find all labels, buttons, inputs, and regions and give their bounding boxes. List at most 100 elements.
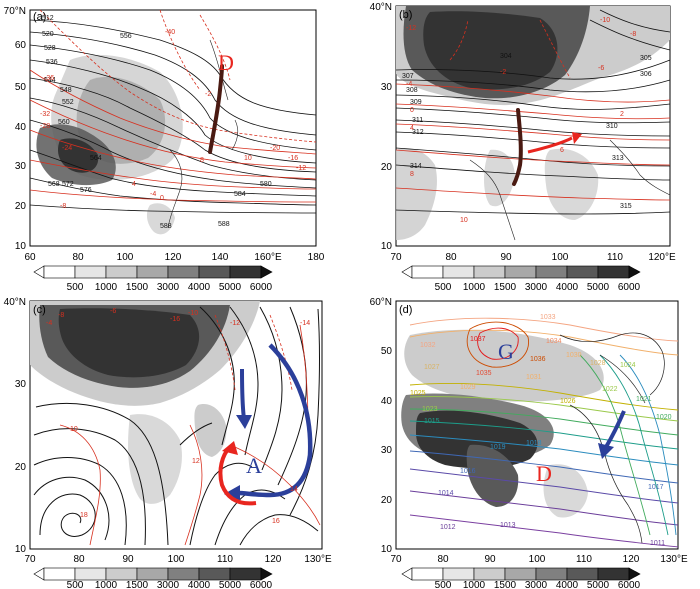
panel-a-trough-axis: [208, 64, 224, 154]
panel-b-colorbar: 500 1000 1500 3000 4000 5000 6000: [401, 265, 641, 293]
panel-b-lon-axis: 70 80 90 100 110 120°E: [390, 252, 676, 263]
svg-text:308: 308: [406, 87, 418, 94]
panel-c-contour-labels: -16 -14 -12 -10 -8 -6 -4 10 12 14 16 18: [46, 308, 310, 525]
svg-text:312: 312: [412, 129, 424, 136]
panel-c-blue-arrowhead-2: [236, 415, 252, 429]
svg-text:18: 18: [80, 512, 88, 519]
svg-text:80: 80: [73, 554, 85, 565]
panel-a-letter: (a): [33, 11, 46, 23]
svg-text:1011: 1011: [650, 540, 665, 547]
svg-text:10: 10: [70, 426, 78, 433]
svg-text:500: 500: [435, 282, 452, 293]
panel-b-letter: (b): [399, 9, 412, 21]
panel-a-height-contours: [29, 19, 317, 214]
panel-d-marker-d: D: [536, 461, 552, 486]
svg-text:310: 310: [606, 123, 618, 130]
svg-text:6000: 6000: [250, 282, 273, 293]
svg-text:80: 80: [437, 554, 449, 565]
panel-c-blue-flow-2: [240, 368, 246, 420]
panel-b-coastline: [469, 139, 671, 241]
panel-b-terrain: [396, 6, 670, 240]
svg-text:100: 100: [168, 554, 185, 565]
svg-text:70: 70: [24, 554, 36, 565]
svg-text:568: 568: [48, 181, 60, 188]
svg-text:-6: -6: [598, 65, 604, 72]
panel-d-coastline: [559, 332, 665, 544]
panel-a-contour-labels: 512 520 528 536 544 552 560 568 572 576 …: [40, 15, 306, 230]
svg-text:3000: 3000: [525, 282, 548, 293]
svg-text:10: 10: [244, 155, 252, 162]
svg-text:70: 70: [390, 252, 402, 263]
svg-text:1000: 1000: [95, 580, 118, 589]
svg-text:3000: 3000: [525, 580, 548, 589]
svg-text:30: 30: [381, 445, 393, 456]
svg-text:30: 30: [15, 379, 27, 390]
svg-text:1027: 1027: [424, 364, 440, 371]
svg-text:1020: 1020: [656, 414, 672, 421]
svg-text:1019: 1019: [490, 444, 506, 451]
svg-text:-2: -2: [500, 69, 506, 76]
panel-c-red-arrowhead: [222, 441, 238, 455]
svg-text:1029: 1029: [460, 384, 476, 391]
svg-text:1032: 1032: [420, 342, 436, 349]
panel-c-terrain: [30, 301, 260, 504]
panel-d-lat-axis: 60°N 50 40 30 20 10: [370, 297, 393, 555]
svg-text:70: 70: [390, 554, 402, 565]
svg-text:304: 304: [500, 53, 512, 60]
svg-text:1012: 1012: [440, 524, 456, 531]
svg-text:528: 528: [44, 45, 56, 52]
svg-text:560: 560: [58, 119, 70, 126]
svg-text:520: 520: [42, 31, 54, 38]
svg-text:110: 110: [576, 554, 592, 565]
panel-d-blue-arrowhead: [598, 443, 614, 459]
svg-text:-16: -16: [170, 316, 180, 323]
svg-text:4000: 4000: [188, 580, 211, 589]
svg-text:-12: -12: [296, 165, 306, 172]
svg-text:1022: 1022: [602, 386, 618, 393]
panel-c-lat-axis: 40°N 30 20 10: [4, 297, 27, 555]
svg-text:6000: 6000: [618, 282, 641, 293]
svg-text:80: 80: [72, 252, 84, 263]
svg-text:1000: 1000: [95, 282, 118, 293]
svg-text:12: 12: [192, 458, 200, 465]
svg-text:2: 2: [620, 111, 624, 118]
svg-text:1018: 1018: [526, 440, 542, 447]
svg-text:500: 500: [67, 282, 84, 293]
svg-text:556: 556: [120, 33, 132, 40]
svg-text:50: 50: [381, 346, 393, 357]
svg-text:120°E: 120°E: [648, 252, 676, 263]
panel-b-temperature-contours: [395, 19, 671, 201]
svg-text:6: 6: [560, 147, 564, 154]
svg-text:10: 10: [15, 544, 27, 555]
panel-d: G D 1011 1012 1013 1014 1015 1016 1017 1…: [350, 295, 700, 589]
svg-text:30: 30: [15, 161, 27, 172]
svg-text:5000: 5000: [219, 580, 242, 589]
svg-text:10: 10: [15, 241, 27, 252]
panel-d-lon-axis: 70 80 90 100 110 120 130°E: [390, 554, 688, 565]
svg-text:1036: 1036: [530, 356, 546, 363]
svg-text:40°N: 40°N: [370, 2, 392, 13]
svg-text:120: 120: [165, 252, 182, 263]
svg-text:4000: 4000: [556, 282, 579, 293]
svg-text:4000: 4000: [556, 580, 579, 589]
svg-text:100: 100: [552, 252, 569, 263]
svg-text:313: 313: [612, 155, 624, 162]
panel-a-lat-axis: 70°N 60 50 40 30 20 10: [4, 6, 27, 252]
svg-text:120: 120: [623, 554, 640, 565]
svg-text:50: 50: [15, 82, 27, 93]
svg-text:90: 90: [484, 554, 496, 565]
svg-text:40°N: 40°N: [4, 297, 26, 308]
svg-text:10: 10: [381, 241, 393, 252]
panel-c-colorbar: 500 1000 1500 3000 4000 5000 6000: [33, 567, 273, 589]
panel-a-colorbar: 500 1000 1500 3000 4000 5000 6000: [33, 265, 273, 293]
svg-text:-12: -12: [230, 320, 240, 327]
svg-text:1035: 1035: [476, 370, 492, 377]
panel-d-letter: (d): [399, 304, 412, 316]
svg-text:1017: 1017: [648, 484, 664, 491]
svg-text:90: 90: [500, 252, 512, 263]
svg-text:10: 10: [460, 217, 468, 224]
svg-text:110: 110: [217, 554, 233, 565]
svg-text:14: 14: [290, 486, 298, 493]
svg-text:500: 500: [67, 580, 84, 589]
svg-text:6000: 6000: [618, 580, 641, 589]
